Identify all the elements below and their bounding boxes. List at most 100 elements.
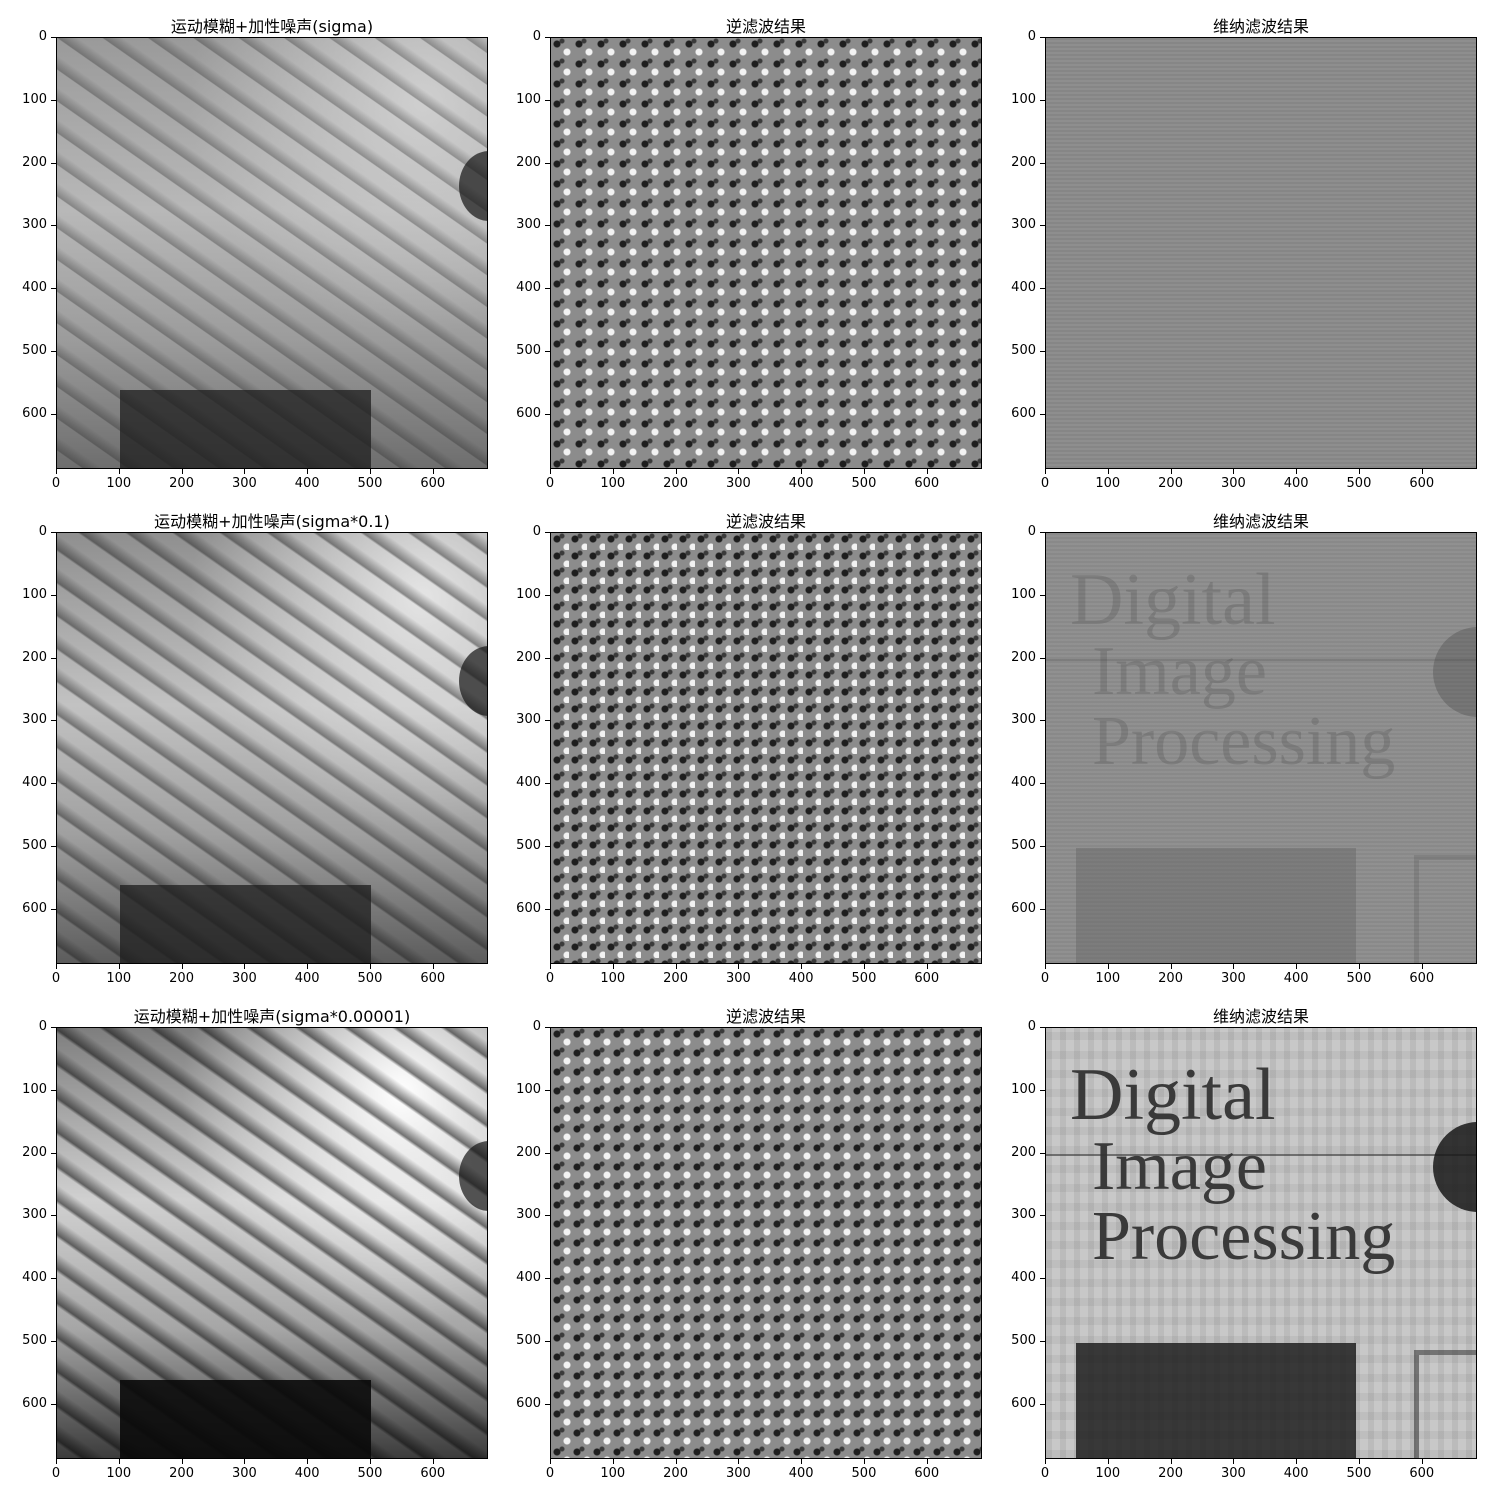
y-tick-label: 400	[22, 1270, 47, 1286]
x-tick-label: 600	[420, 1466, 446, 1481]
y-tick-label: 300	[1011, 217, 1036, 233]
y-tick	[545, 99, 550, 101]
x-tick	[738, 469, 740, 474]
x-tick	[432, 1459, 434, 1464]
image-content	[57, 1028, 487, 1458]
dark-blob	[459, 1141, 487, 1212]
image-panel-5: 逆滤波结果 0 0 100 100 200 200 300 300 400 400 500 500 600…	[516, 512, 982, 986]
y-tick-label: 600	[516, 900, 541, 916]
x-tick	[244, 469, 246, 474]
x-tick-label: 100	[600, 1466, 626, 1481]
y-tick	[545, 1278, 550, 1280]
x-tick	[1170, 469, 1172, 474]
y-tick-label: 300	[22, 1207, 47, 1223]
y-tick	[545, 288, 550, 290]
x-tick	[1170, 1459, 1172, 1464]
y-tick	[51, 288, 56, 290]
y-tick	[51, 1340, 56, 1342]
x-tick	[1421, 1459, 1423, 1464]
x-tick-label: 600	[914, 971, 940, 986]
image-content: Digital Image Processing	[1046, 533, 1476, 963]
y-tick-label: 400	[1011, 775, 1036, 791]
x-tick	[369, 469, 371, 474]
y-tick-label: 100	[22, 91, 47, 107]
y-tick	[545, 908, 550, 910]
x-tick-label: 600	[1409, 1466, 1435, 1481]
x-tick	[56, 1459, 57, 1464]
y-tick	[545, 720, 550, 722]
y-tick-label: 0	[532, 29, 541, 44]
x-tick-label: 600	[914, 1466, 940, 1481]
x-tick	[612, 1459, 614, 1464]
y-tick	[1040, 1089, 1045, 1091]
y-tick-label: 100	[1011, 91, 1036, 107]
restored-text-line3: Processing	[1092, 703, 1396, 780]
y-tick-label: 400	[516, 280, 541, 296]
x-tick-label: 600	[420, 971, 446, 986]
restored-text-line1: Digital	[1070, 1054, 1276, 1136]
y-tick-label: 400	[516, 1270, 541, 1286]
x-tick-label: 0	[545, 476, 555, 491]
x-tick-label: 300	[231, 1466, 257, 1481]
y-tick	[545, 350, 550, 352]
y-tick-label: 100	[22, 1081, 47, 1097]
y-tick-label: 0	[532, 1019, 541, 1034]
x-tick-label: 200	[663, 476, 688, 491]
x-tick	[675, 469, 677, 474]
image-panel-1: 运动模糊+加性噪声(sigma) 0 0 100 100 200 200 300 300 400 4…	[22, 17, 488, 491]
restored-text-line3: Processing	[1092, 1198, 1396, 1275]
x-tick-label: 200	[1158, 1466, 1183, 1481]
y-tick-label: 300	[22, 217, 47, 233]
y-tick	[1040, 1403, 1045, 1405]
x-tick	[926, 1459, 928, 1464]
x-tick	[432, 964, 434, 969]
x-tick-label: 300	[725, 1466, 751, 1481]
x-tick-label: 500	[357, 1466, 383, 1481]
x-tick-label: 0	[1040, 971, 1050, 986]
image-panel-9: 维纳滤波结果 Digital Image Processing 0 0 100 100 200 2…	[1011, 1007, 1477, 1481]
y-tick-label: 100	[1011, 586, 1036, 602]
x-tick	[612, 469, 614, 474]
y-tick	[545, 845, 550, 847]
y-tick-label: 0	[38, 524, 47, 539]
x-tick	[738, 1459, 740, 1464]
image-panel-2: 逆滤波结果 0 0 100 100 200 200 300 300 400 400 500 500 600…	[516, 17, 982, 491]
y-tick	[1040, 1340, 1045, 1342]
y-tick-label: 300	[1011, 1207, 1036, 1223]
y-tick-label: 300	[516, 1207, 541, 1223]
x-tick	[550, 469, 551, 474]
y-tick-label: 400	[516, 775, 541, 791]
x-tick-label: 500	[1346, 971, 1372, 986]
dark-rectangle	[1076, 1343, 1356, 1458]
panel-title: 逆滤波结果	[725, 17, 806, 36]
y-tick	[1040, 225, 1045, 227]
y-tick	[51, 162, 56, 164]
image-frame	[550, 37, 982, 469]
x-tick-label: 100	[600, 476, 626, 491]
y-tick	[1040, 783, 1045, 785]
x-tick-label: 0	[1040, 476, 1050, 491]
x-tick	[307, 964, 309, 969]
y-tick-label: 300	[1011, 712, 1036, 728]
panel-title: 运动模糊+加性噪声(sigma*0.1)	[154, 512, 390, 531]
x-tick-label: 600	[420, 476, 446, 491]
x-tick-label: 200	[1158, 971, 1183, 986]
y-tick-label: 600	[1011, 900, 1036, 916]
x-tick-label: 600	[914, 476, 940, 491]
frame-corner	[1414, 855, 1476, 963]
x-tick-label: 100	[600, 971, 626, 986]
image-content	[57, 533, 487, 963]
x-tick	[1296, 1459, 1298, 1464]
y-tick-label: 0	[1027, 29, 1036, 44]
y-tick	[545, 1403, 550, 1405]
y-tick	[51, 532, 56, 533]
y-tick	[1040, 350, 1045, 352]
y-tick	[1040, 162, 1045, 164]
image-frame	[56, 1027, 488, 1459]
x-tick	[926, 964, 928, 969]
image-frame	[56, 37, 488, 469]
x-tick	[1233, 964, 1235, 969]
y-tick	[1040, 288, 1045, 290]
x-tick	[1421, 469, 1423, 474]
